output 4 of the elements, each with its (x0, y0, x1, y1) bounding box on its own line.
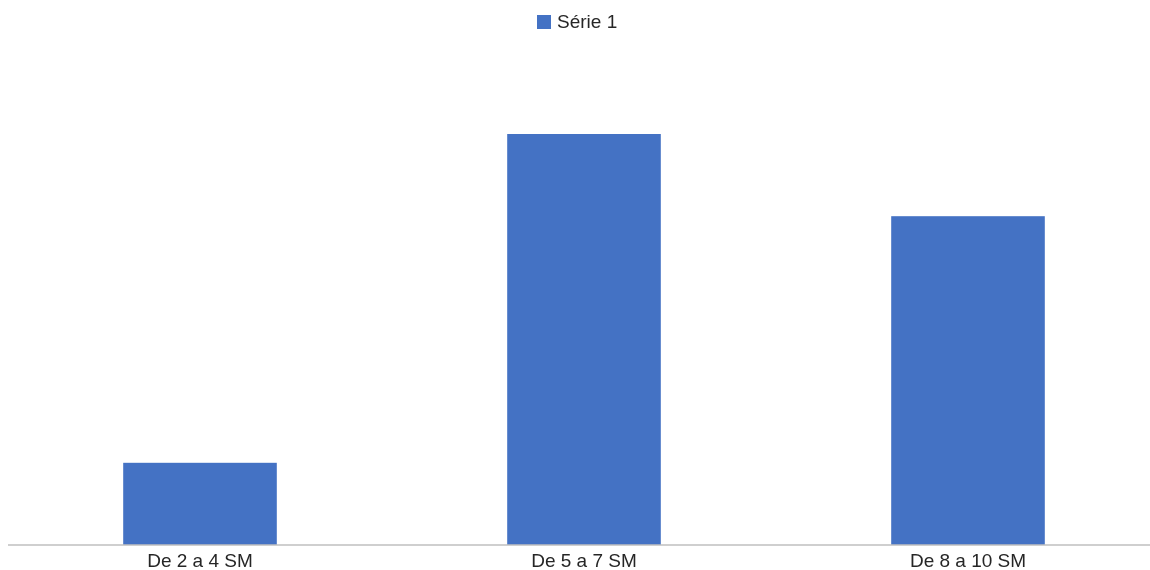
x-tick-label: De 8 a 10 SM (909, 550, 1027, 570)
legend-label: Série 1 (557, 11, 618, 32)
x-tick-label: De 5 a 7 SM (531, 550, 637, 570)
x-tick-label: De 2 a 4 SM (147, 550, 253, 570)
